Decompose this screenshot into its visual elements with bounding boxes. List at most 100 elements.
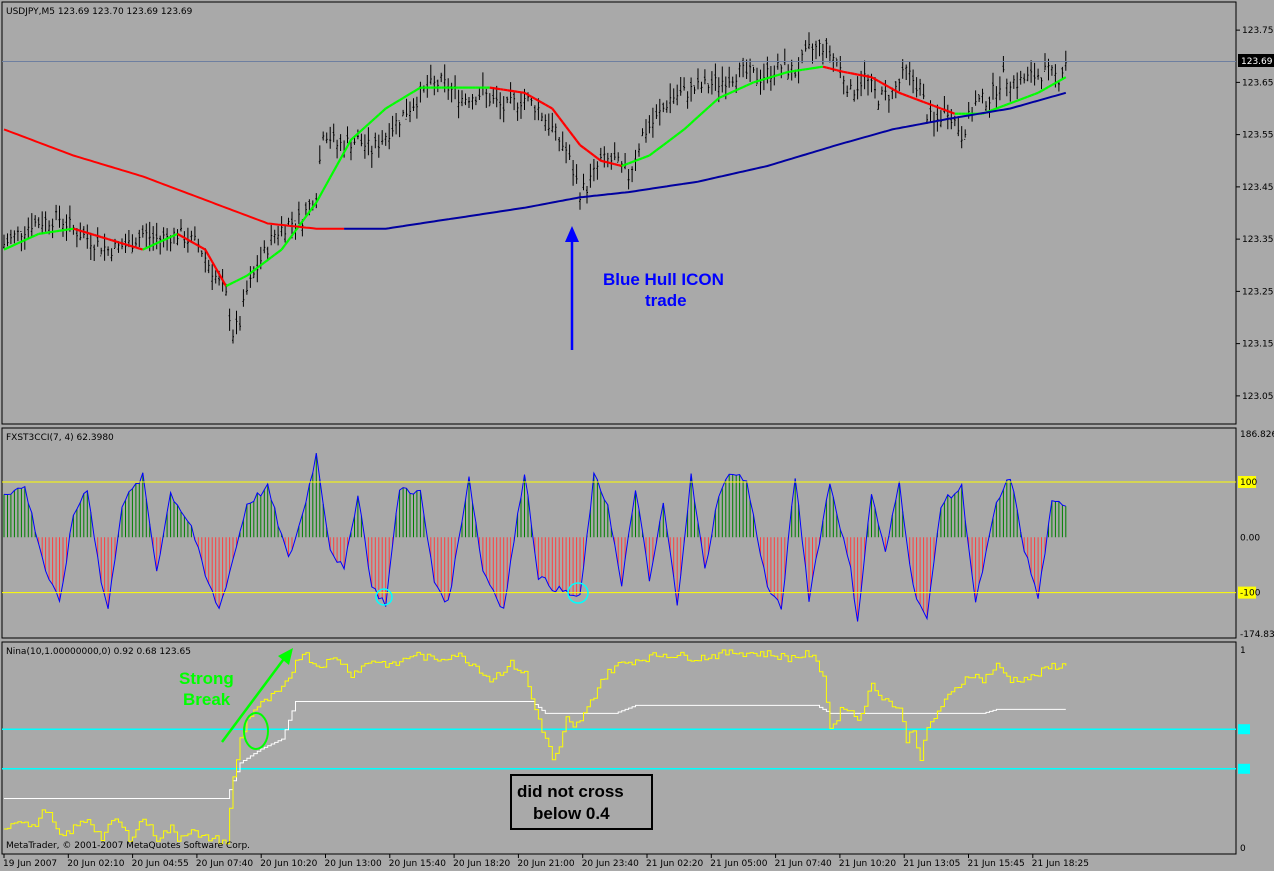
cci-level-label: -100 <box>1240 589 1261 599</box>
fast-ma-segment <box>909 95 914 100</box>
fast-ma-segment <box>156 240 161 245</box>
time-tick-label: 21 Jun 02:20 <box>646 859 703 869</box>
fast-ma-segment <box>822 65 827 69</box>
fast-ma-segment <box>1040 87 1046 92</box>
fast-ma-segment <box>339 151 346 160</box>
fast-ma-segment <box>763 77 768 81</box>
fast-ma-segment <box>104 237 109 241</box>
fast-ma-segment <box>642 155 647 160</box>
fast-ma-segment <box>170 234 175 239</box>
time-tick-label: 21 Jun 15:45 <box>968 859 1025 869</box>
time-tick-label: 20 Jun 07:40 <box>196 859 253 869</box>
fast-ma-segment <box>565 126 571 133</box>
cci-circle-marker <box>567 582 589 604</box>
fast-ma-segment <box>690 119 696 124</box>
fast-ma-segment <box>246 272 252 277</box>
fast-ma-segment <box>693 116 699 121</box>
fast-ma-segment <box>66 228 71 231</box>
fast-ma-segment <box>788 70 792 74</box>
fast-ma-segment <box>676 131 682 136</box>
time-tick-label: 20 Jun 23:40 <box>582 859 639 869</box>
fast-ma-segment <box>506 89 511 92</box>
fast-ma-segment <box>905 94 911 98</box>
fast-ma-segment <box>128 244 133 248</box>
fast-ma-segment <box>992 107 997 111</box>
fast-ma-segment <box>253 266 258 272</box>
fast-ma-segment <box>669 136 675 141</box>
fast-ma-segment <box>263 259 269 264</box>
fast-ma-segment <box>329 170 335 179</box>
strong-break-text-line1: Strong <box>179 669 234 688</box>
fast-ma-segment <box>332 164 339 172</box>
fast-ma-segment <box>166 236 172 240</box>
fast-ma-segment <box>80 229 85 233</box>
fast-ma-segment <box>496 87 501 91</box>
fast-ma-segment <box>235 278 241 282</box>
fast-ma-segment <box>926 102 931 106</box>
fast-ma-segment <box>38 232 43 235</box>
fast-ma-segment <box>121 242 126 246</box>
fast-ma-segment <box>947 110 952 114</box>
time-tick-label: 21 Jun 18:25 <box>1032 859 1089 869</box>
fast-ma-segment <box>225 283 231 288</box>
fast-ma-segment <box>739 86 744 90</box>
fast-ma-segment <box>513 90 518 93</box>
fast-ma-segment <box>277 248 283 254</box>
price-panel[interactable]: 123.75 123.65 123.55 123.45 123.35 123.25 123.… <box>1 1 1274 425</box>
fast-ma-segment <box>874 78 879 83</box>
fast-ma-segment <box>353 132 359 138</box>
did-not-cross-annotation: did not cross below 0.4 <box>510 774 653 830</box>
fast-ma-segment <box>249 269 255 274</box>
fast-ma-segment <box>686 122 692 128</box>
fast-ma-segment <box>17 240 22 245</box>
nina-levels <box>2 724 1250 774</box>
fast-ma-segment <box>221 279 228 287</box>
fast-ma-segment <box>232 279 237 284</box>
fast-ma-segment <box>322 183 328 191</box>
strong-break-annotation: Strong Break <box>179 648 293 750</box>
nina-panel[interactable]: 10 Nina(10,1.00000000,0) 0.92 0.68 123.6… <box>1 641 1250 855</box>
fast-ma-segment <box>45 231 50 234</box>
fast-ma-segment <box>774 74 779 78</box>
fast-ma-segment <box>840 69 845 73</box>
fast-ma-segment <box>902 93 907 97</box>
time-tick-label: 20 Jun 02:10 <box>67 859 124 869</box>
fast-ma-segment <box>239 276 244 281</box>
fast-ma-segment <box>847 71 851 75</box>
fast-ma-segment <box>732 89 737 93</box>
fast-ma-segment <box>558 116 564 123</box>
fast-ma-segment <box>1034 91 1039 96</box>
price-tick-label: 123.55 <box>1242 131 1274 141</box>
fast-ma-segment <box>735 87 741 92</box>
fast-ma-segment <box>1013 99 1018 103</box>
fast-ma-segment <box>520 91 525 94</box>
fast-ma-segment <box>621 163 626 168</box>
fast-ma-segment <box>3 247 8 251</box>
fast-ma-segment <box>857 73 862 77</box>
fast-ma-segment <box>367 120 373 125</box>
did-not-cross-text-line2: below 0.4 <box>533 804 610 823</box>
fast-ma-segment <box>596 157 602 162</box>
fast-ma-segment <box>891 87 897 92</box>
fast-ma-segment <box>59 229 64 232</box>
fast-ma-segment <box>62 228 67 232</box>
cci-panel-header: FXST3CCI(7, 4) 62.3980 <box>6 433 114 443</box>
fast-ma-segment <box>374 113 380 119</box>
fast-ma-segment <box>673 133 678 139</box>
fast-ma-segment <box>916 98 921 102</box>
fast-ma-segment <box>218 273 224 281</box>
fast-ma-segment <box>402 95 408 99</box>
blue-hull-annotation: Blue Hull ICON trade <box>565 226 724 350</box>
fast-ma-segment <box>537 99 543 104</box>
fast-ma-segment <box>791 69 796 73</box>
cci-panel[interactable]: 100 -100 186.826 0.00 -174.837 FXST3CCI(7, … <box>1 427 1274 640</box>
fast-ma-segment <box>173 232 178 237</box>
price-tick-label: 123.15 <box>1242 340 1274 350</box>
fast-ma-segment <box>950 111 956 115</box>
fast-ma-segment <box>666 138 671 144</box>
long-ma-rising <box>344 91 1067 230</box>
copyright-text: MetaTrader, © 2001-2007 MetaQuotes Softw… <box>6 841 250 851</box>
fast-ma-segment <box>197 244 203 249</box>
